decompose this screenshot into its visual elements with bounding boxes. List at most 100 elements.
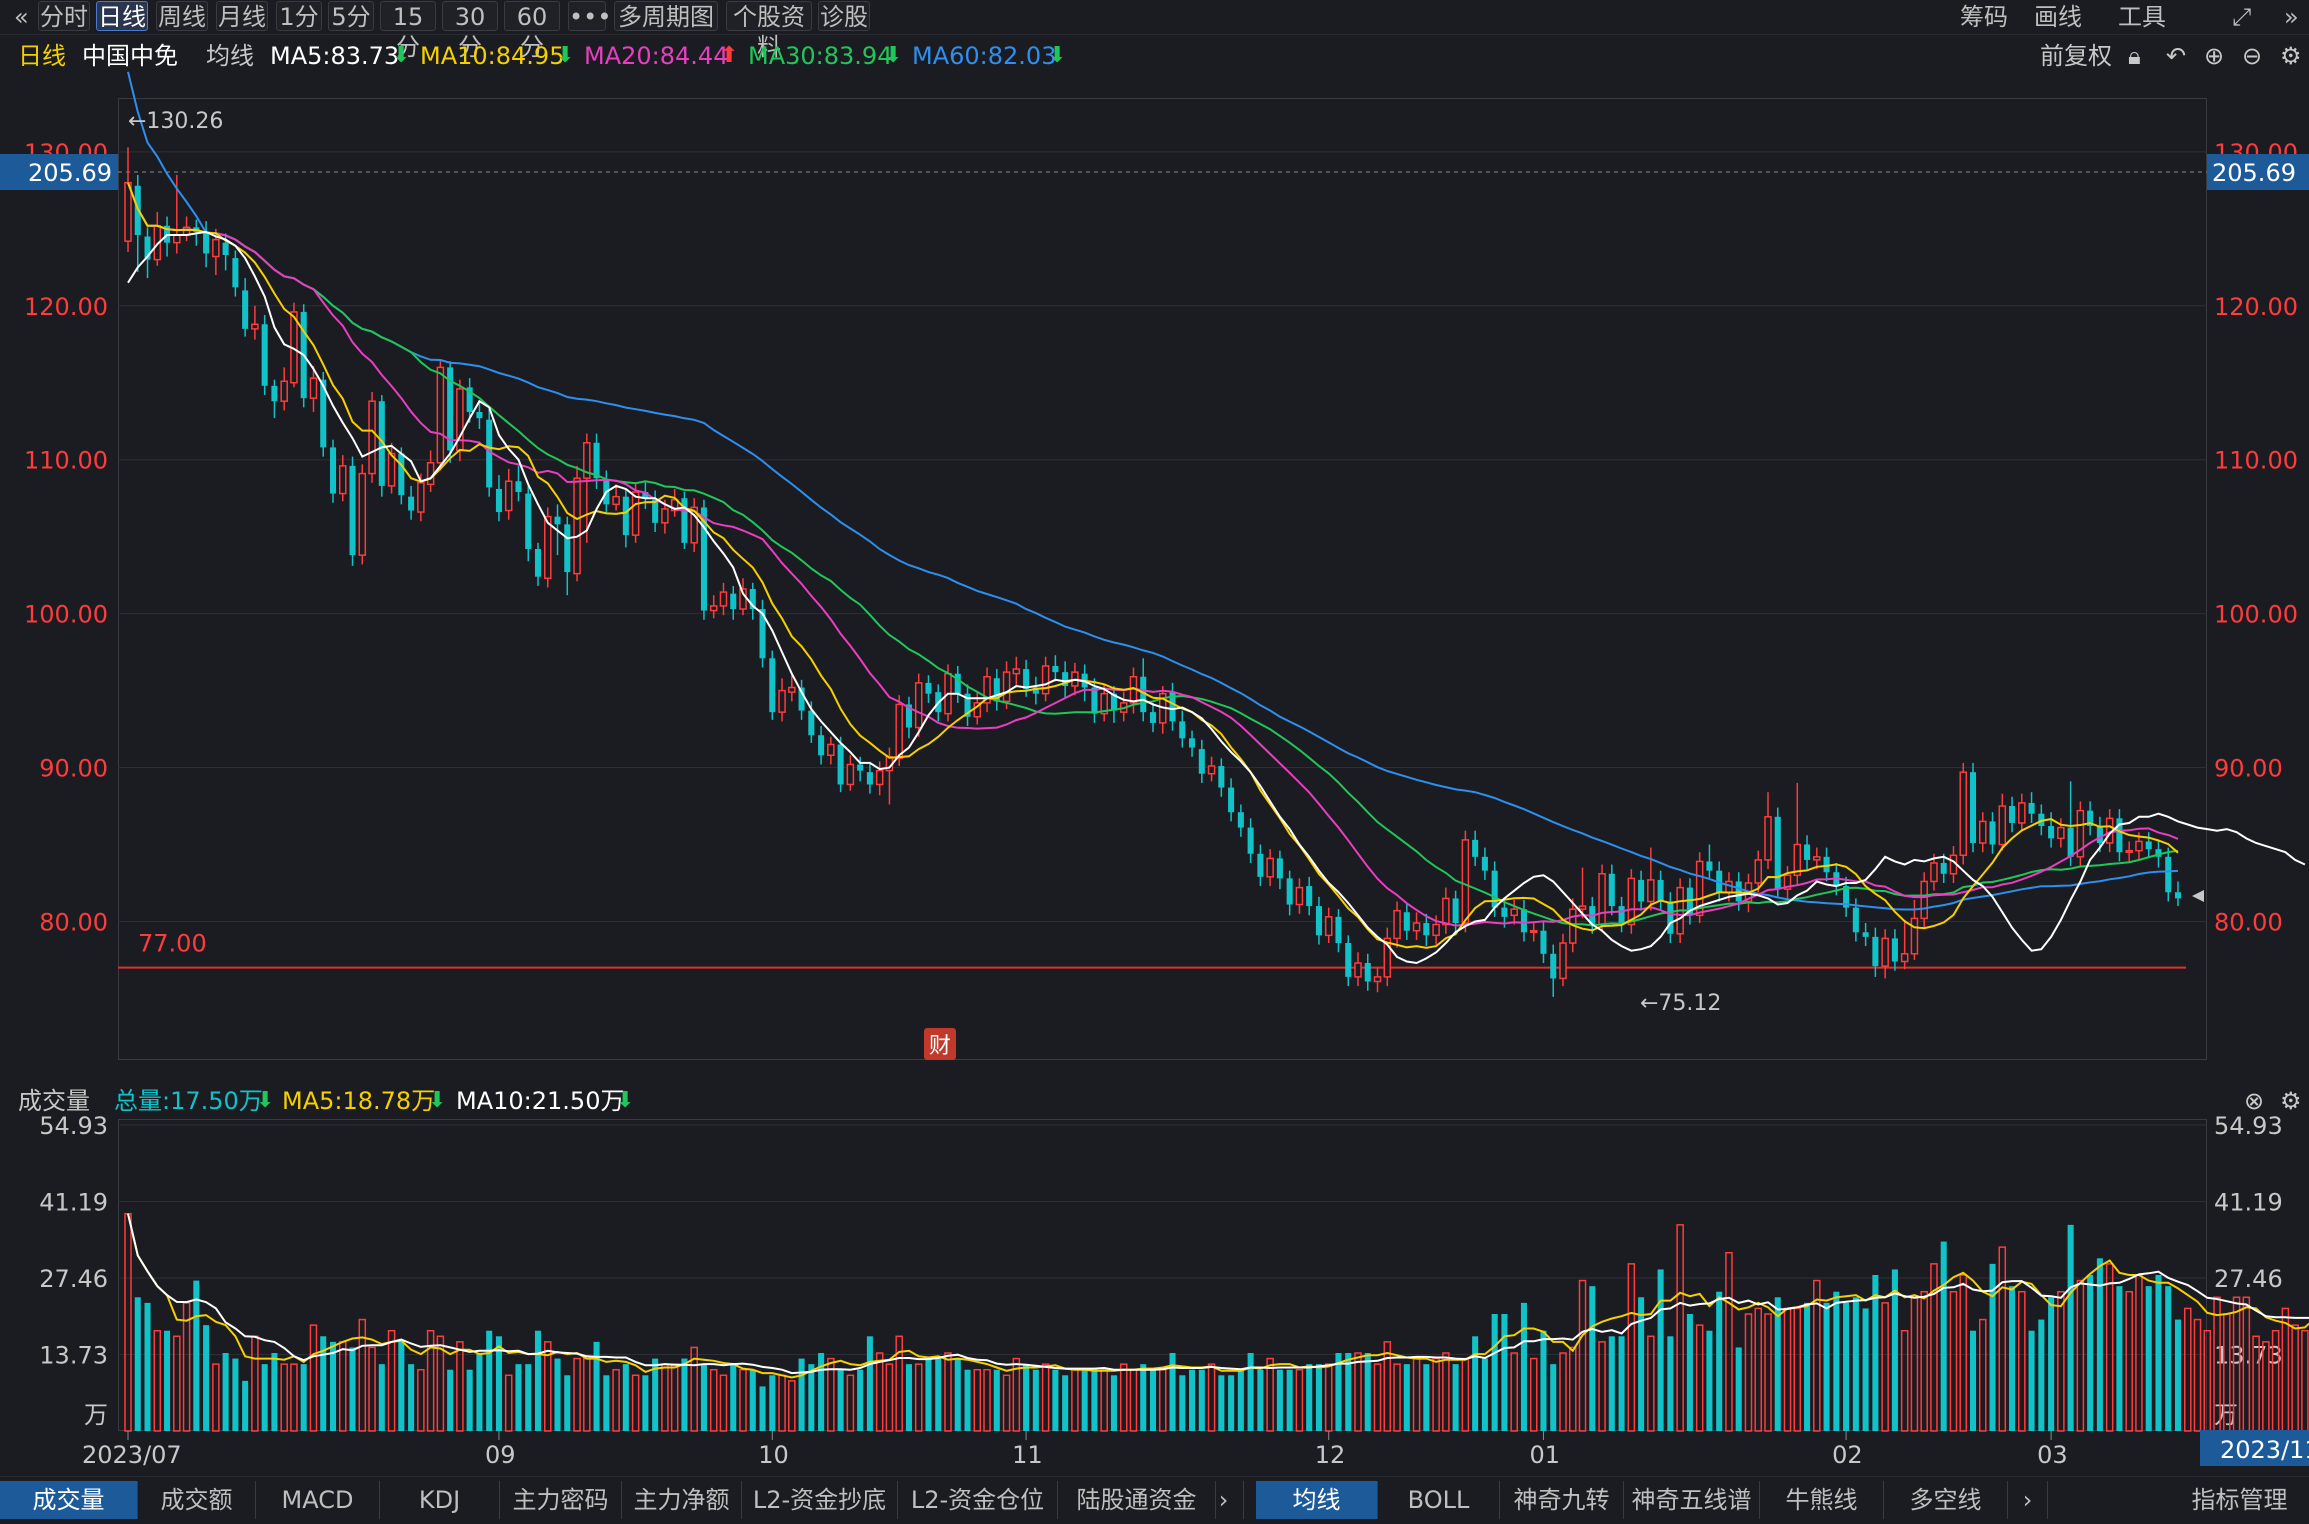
indicator-tab[interactable]: MACD	[256, 1481, 380, 1519]
candle-body	[583, 442, 591, 479]
candle-body	[1481, 856, 1488, 871]
period-tab-monthly[interactable]: 月线	[216, 1, 268, 31]
indicator-tab[interactable]: L2-资金抄底	[742, 1481, 898, 1519]
volume-bar	[2232, 1296, 2241, 1432]
candle-body	[1764, 816, 1772, 861]
candle-body	[1706, 861, 1713, 871]
indicator-tab[interactable]: 成交额	[138, 1481, 256, 1519]
candle-body	[1149, 712, 1157, 723]
price-chart-panel[interactable]	[118, 98, 2207, 1060]
candle-body	[1618, 906, 1625, 925]
candle-body	[857, 764, 864, 771]
candle-body	[1179, 721, 1186, 739]
x-tick-label: 01	[1529, 1441, 1560, 1469]
close-icon[interactable]: ⊗	[2244, 1087, 2265, 1115]
candle-body	[1423, 923, 1430, 936]
candle-body	[1354, 962, 1362, 978]
candle-body	[866, 772, 873, 785]
candle-body	[652, 499, 659, 523]
volume-bar	[2252, 1335, 2260, 1432]
volume-chart-panel[interactable]	[118, 1119, 2207, 1431]
stock-info-button[interactable]: 个股资料	[726, 1, 812, 61]
volume-unit-right: 万	[2214, 1401, 2238, 1429]
chevron-right-icon[interactable]: ›	[2008, 1481, 2048, 1519]
legend-ma-label[interactable]: 均线	[206, 42, 254, 70]
period-tab-intraday[interactable]: 分时	[38, 1, 90, 31]
ma30-line	[127, 182, 2179, 927]
period-tab-15min[interactable]: 15分	[380, 1, 436, 61]
forward-icon[interactable]: »	[2284, 3, 2299, 31]
chips-button[interactable]: 筹码	[1960, 3, 2008, 31]
expand-icon[interactable]: ⤢	[2232, 3, 2252, 31]
indicator-tab[interactable]: 主力净额	[622, 1481, 742, 1519]
candle-body	[447, 367, 454, 451]
period-tab-daily[interactable]: 日线	[96, 1, 148, 31]
candle-body	[2125, 849, 2133, 853]
overlay-tab[interactable]: 牛熊线	[1760, 1481, 1884, 1519]
draw-line-button[interactable]: 画线	[2034, 3, 2082, 31]
indicator-tabs: 成交量 成交额 MACD KDJ 主力密码 主力净额 L2-资金抄底 L2-资金仓位 陆股通资金…	[0, 1476, 2309, 1524]
candle-body	[1823, 856, 1830, 873]
indicator-tab[interactable]: KDJ	[380, 1481, 500, 1519]
period-tab-weekly[interactable]: 周线	[156, 1, 208, 31]
zoom-in-icon[interactable]: ⊕	[2204, 42, 2225, 70]
candle-body	[1345, 943, 1352, 977]
volume-ma5: MA5:18.78万	[282, 1087, 436, 1115]
candle-body	[1198, 749, 1205, 774]
tools-dropdown[interactable]: 工具	[2118, 3, 2166, 31]
zoom-out-icon[interactable]: ⊖	[2242, 42, 2263, 70]
price-tick-label-left: 80.00	[39, 908, 108, 936]
candle-body	[378, 401, 385, 486]
candle-body	[2165, 856, 2172, 893]
multi-period-dropdown[interactable]: 多周期图	[614, 1, 718, 31]
lock-icon[interactable]: 🔒︎	[2128, 42, 2141, 70]
candle-body	[1910, 917, 1919, 955]
ma20-line	[127, 182, 2179, 927]
x-tick-label: 10	[758, 1441, 789, 1469]
indicator-management-button[interactable]: 指标管理	[2191, 1486, 2288, 1514]
indicator-tab[interactable]: 陆股通资金	[1058, 1481, 1216, 1519]
period-tab-1min[interactable]: 1分	[276, 1, 322, 31]
chevron-right-icon[interactable]: ›	[1204, 1481, 1244, 1519]
diagnose-button[interactable]: 诊股	[818, 1, 870, 31]
adjust-mode-button[interactable]: 前复权	[2040, 42, 2112, 70]
candle-body	[1110, 693, 1117, 711]
period-tab-30min[interactable]: 30分	[442, 1, 498, 61]
candle-body	[2009, 806, 2016, 823]
indicator-tab[interactable]: L2-资金仓位	[898, 1481, 1058, 1519]
candle-body	[1032, 687, 1039, 694]
candle-body	[309, 377, 318, 399]
back-icon[interactable]: «	[14, 3, 29, 31]
candle-body	[1843, 886, 1850, 908]
indicator-tab[interactable]: 主力密码	[500, 1481, 622, 1519]
candle-body	[1276, 858, 1283, 879]
candle-body	[417, 482, 425, 513]
candle-body	[1529, 929, 1538, 933]
candle-body	[2028, 802, 2035, 814]
legend-ma30: MA30:83.94	[748, 42, 893, 70]
gear-icon[interactable]: ⚙	[2280, 1087, 2302, 1115]
candle-body	[1491, 870, 1498, 908]
price-tick-label-left: 90.00	[39, 755, 108, 783]
candle-body	[2155, 849, 2162, 857]
undo-icon[interactable]: ↶	[2166, 42, 2187, 70]
period-tab-5min[interactable]: 5分	[328, 1, 374, 31]
candle-body	[543, 515, 552, 579]
candle-body	[1324, 916, 1333, 937]
candle-body	[124, 181, 132, 242]
candle-body	[358, 472, 367, 556]
overlay-tab[interactable]: 神奇九转	[1500, 1481, 1624, 1519]
overlay-tab[interactable]: 多空线	[1884, 1481, 2008, 1519]
gear-icon[interactable]: ⚙	[2280, 42, 2302, 70]
candle-body	[1286, 878, 1293, 905]
candle-body	[837, 744, 844, 785]
volume-bar	[2223, 1313, 2231, 1432]
overlay-tab[interactable]: 神奇五线谱	[1624, 1481, 1760, 1519]
candle-body	[144, 236, 151, 260]
candle-body	[1774, 816, 1781, 890]
period-tab-60min[interactable]: 60分	[504, 1, 560, 61]
indicator-tab[interactable]: 成交量	[0, 1481, 138, 1519]
more-periods-button[interactable]: •••	[568, 1, 612, 31]
overlay-tab[interactable]: BOLL	[1378, 1481, 1500, 1519]
overlay-tab[interactable]: 均线	[1256, 1481, 1378, 1519]
